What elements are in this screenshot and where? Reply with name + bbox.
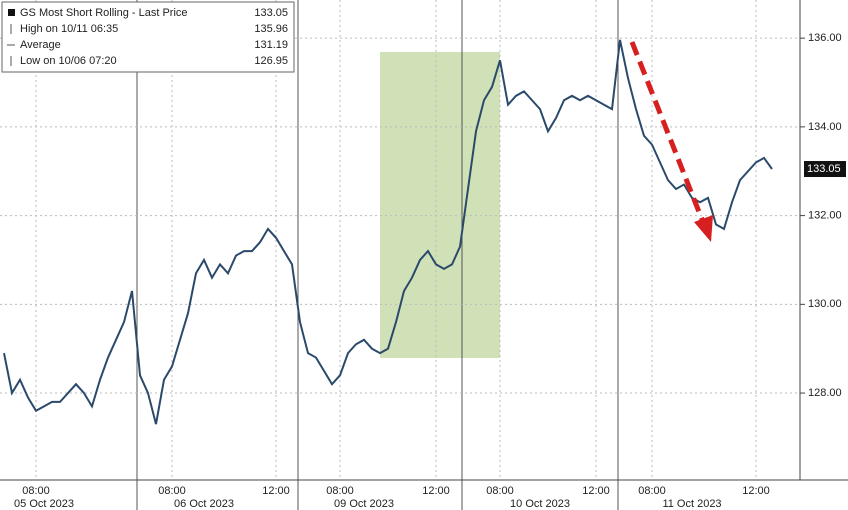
x-tick-label: 12:00 (742, 485, 770, 497)
legend-label: High on 10/11 06:35 (20, 23, 118, 35)
x-tick-label: 08:00 (22, 485, 50, 497)
session-separators (136, 0, 619, 510)
x-tick-label: 12:00 (262, 485, 290, 497)
legend-box (1, 1, 295, 73)
legend-value: 135.96 (254, 23, 288, 35)
y-tick-label: 128.00 (808, 387, 842, 399)
arrow-head (694, 215, 713, 242)
y-tick-label: 136.00 (808, 32, 842, 44)
trend-arrow (629, 41, 713, 242)
legend-value: 126.95 (254, 55, 288, 67)
legend-value: 133.05 (254, 7, 288, 19)
x-tick-label: 08:00 (638, 485, 666, 497)
x-date-label: 09 Oct 2023 (334, 498, 394, 510)
last-price-tag (804, 161, 846, 178)
x-date-label: 10 Oct 2023 (510, 498, 570, 510)
x-tick-label: 08:00 (486, 485, 514, 497)
legend: GS Most Short Rolling - Last Price 133.0… (1, 1, 295, 73)
y-tick-label: 130.00 (808, 298, 842, 310)
last-price-label: 133.05 (807, 163, 841, 175)
arrow-shaft (629, 41, 706, 223)
x-tick-label: 12:00 (422, 485, 450, 497)
legend-icon (8, 9, 15, 16)
y-tick-label: 134.00 (808, 121, 842, 133)
legend-label: Average (20, 39, 61, 51)
price-line (3, 39, 773, 425)
x-date-label: 05 Oct 2023 (14, 498, 74, 510)
x-tick-label: 08:00 (158, 485, 186, 497)
x-date-label: 11 Oct 2023 (662, 498, 721, 510)
legend-label: GS Most Short Rolling - Last Price (20, 7, 188, 19)
x-date-label: 06 Oct 2023 (174, 498, 234, 510)
x-tick-label: 08:00 (326, 485, 354, 497)
legend-label: Low on 10/06 07:20 (20, 55, 117, 67)
y-tick-label: 132.00 (808, 210, 842, 222)
legend-value: 131.19 (254, 39, 288, 51)
x-tick-label: 12:00 (582, 485, 610, 497)
